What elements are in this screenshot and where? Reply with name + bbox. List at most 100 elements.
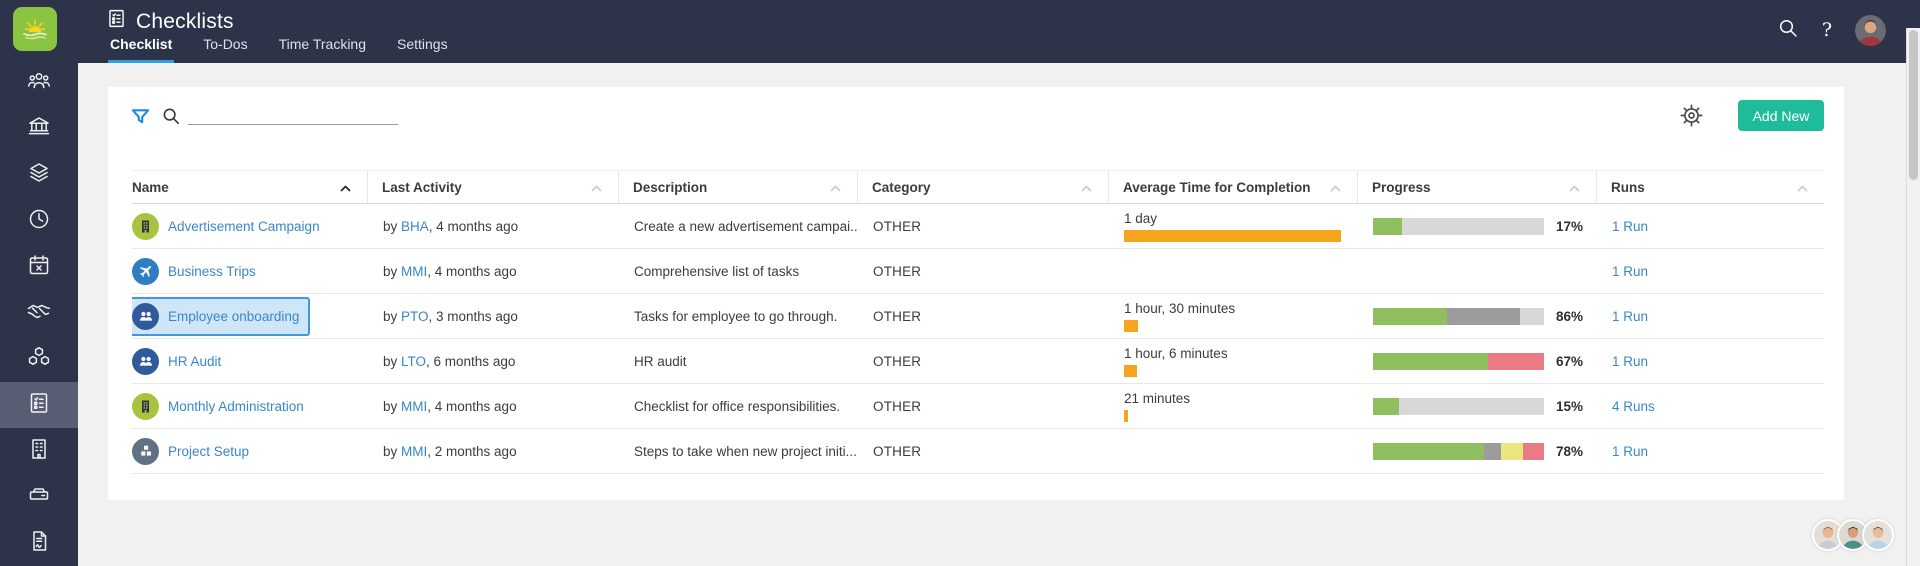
avg-time-cell [1108, 429, 1357, 436]
sidebar-item-handshake[interactable] [0, 290, 78, 336]
progress-bar [1373, 397, 1544, 415]
runs-link[interactable]: 1 Run [1612, 263, 1649, 279]
sidebar-item-document-signature[interactable] [0, 520, 78, 566]
progress-segment [1398, 397, 1544, 415]
author-link[interactable]: BHA [401, 218, 429, 234]
progress-segment [1487, 352, 1544, 370]
tab-time-tracking[interactable]: Time Tracking [278, 36, 366, 52]
sort-caret-icon[interactable] [1081, 180, 1092, 195]
sidebar-item-bank[interactable] [0, 106, 78, 152]
checklist-name-link[interactable]: Monthly Administration [168, 398, 304, 414]
last-activity-cell: by MMI, 2 months ago [367, 444, 618, 459]
sort-caret-icon[interactable] [591, 180, 602, 195]
people-icon [132, 347, 159, 375]
search-icon[interactable] [1777, 17, 1799, 44]
progress-bar [1373, 307, 1544, 325]
sort-caret-icon[interactable] [1797, 180, 1808, 195]
tab-to-dos[interactable]: To-Dos [203, 36, 248, 52]
scrollbar-thumb[interactable] [1909, 30, 1918, 180]
name-box[interactable]: Business Trips [132, 252, 267, 291]
runs-link[interactable]: 1 Run [1612, 308, 1649, 324]
column-header-description[interactable]: Description [618, 171, 857, 203]
avg-time-cell: 21 minutes [1108, 384, 1357, 422]
column-header-last-activity[interactable]: Last Activity [367, 171, 618, 203]
name-box[interactable]: Advertisement Campaign [132, 207, 331, 246]
avg-time-cell [1108, 249, 1357, 256]
name-box[interactable]: Monthly Administration [132, 387, 315, 426]
sidebar-item-building[interactable] [0, 428, 78, 474]
gear-icon[interactable] [1679, 103, 1704, 133]
avatar-man-teal[interactable] [1837, 519, 1869, 551]
author-link[interactable]: MMI [401, 443, 428, 459]
progress-segment [1520, 307, 1544, 325]
description-cell: Steps to take when new project initi... [634, 443, 857, 459]
filter-funnel-icon[interactable] [130, 106, 151, 132]
sidebar-item-layers[interactable] [0, 152, 78, 198]
tab-settings[interactable]: Settings [397, 36, 448, 52]
sidebar-item-cubes[interactable] [0, 336, 78, 382]
sidebar-item-storage-drive[interactable] [0, 474, 78, 520]
user-avatar[interactable] [1855, 14, 1886, 46]
runs-link[interactable]: 1 Run [1612, 353, 1649, 369]
content-card: Add New Name Last Activity Description Cate… [108, 87, 1844, 500]
column-header-runs[interactable]: Runs [1596, 171, 1824, 203]
building-solid-icon [132, 392, 159, 420]
runs-link[interactable]: 1 Run [1612, 218, 1649, 234]
app-logo-sunrise-icon[interactable] [13, 7, 57, 51]
checklist-name-link[interactable]: Advertisement Campaign [168, 218, 320, 234]
column-header-average-time-for-completion[interactable]: Average Time for Completion [1108, 171, 1357, 203]
progress-segment [1373, 217, 1403, 235]
avatar-man-beard[interactable] [1812, 519, 1844, 551]
layers-icon [27, 161, 51, 190]
building-solid-icon [132, 212, 159, 240]
column-header-category[interactable]: Category [857, 171, 1108, 203]
page-scrollbar[interactable] [1906, 28, 1920, 566]
table-search-icon[interactable] [161, 106, 181, 131]
selected-name-box[interactable]: Employee onboarding [132, 296, 311, 336]
sidebar-item-clock[interactable] [0, 198, 78, 244]
sort-caret-icon[interactable] [830, 180, 841, 195]
name-box[interactable]: HR Audit [132, 342, 232, 381]
sidebar-item-users-group[interactable] [0, 60, 78, 106]
avg-time-label: 1 day [1124, 211, 1158, 226]
runs-cell: 1 Run [1596, 354, 1824, 369]
activity-prefix: by [383, 263, 402, 279]
sort-caret-icon[interactable] [1330, 180, 1341, 195]
column-header-progress[interactable]: Progress [1357, 171, 1596, 203]
column-label: Category [872, 179, 931, 195]
sort-caret-icon[interactable] [340, 180, 351, 195]
add-new-button[interactable]: Add New [1738, 100, 1824, 131]
sort-caret-icon[interactable] [1569, 180, 1580, 195]
sidebar-item-calendar-x[interactable] [0, 244, 78, 290]
checklist-name-link[interactable]: Employee onboarding [168, 308, 300, 324]
checklists-table: Name Last Activity Description Category Aver… [132, 170, 1824, 474]
progress-percent: 15% [1556, 398, 1584, 414]
name-cell: Business Trips [132, 252, 367, 291]
online-users-avatars [1812, 519, 1894, 551]
checklist-name-link[interactable]: Business Trips [168, 263, 256, 279]
search-input[interactable] [188, 99, 398, 125]
avg-time-cell: 1 day [1108, 204, 1357, 242]
author-link[interactable]: MMI [401, 398, 428, 414]
name-box[interactable]: Project Setup [132, 432, 260, 471]
progress-percent: 78% [1556, 443, 1584, 459]
column-label: Runs [1611, 179, 1645, 195]
checklist-name-link[interactable]: Project Setup [168, 443, 250, 459]
avg-time-bar [1124, 410, 1128, 422]
avatar-woman[interactable] [1862, 519, 1894, 551]
tab-checklist[interactable]: Checklist [108, 30, 175, 63]
author-link[interactable]: PTO [401, 308, 429, 324]
activity-suffix: , 2 months ago [427, 443, 517, 459]
runs-link[interactable]: 4 Runs [1612, 398, 1655, 414]
last-activity-cell: by MMI, 4 months ago [367, 399, 618, 414]
airplane-icon [132, 257, 159, 285]
runs-link[interactable]: 1 Run [1612, 443, 1649, 459]
sidebar-item-checklist[interactable] [0, 382, 78, 428]
runs-cell: 1 Run [1596, 264, 1824, 279]
column-header-name[interactable]: Name [132, 171, 367, 203]
author-link[interactable]: LTO [401, 353, 427, 369]
author-link[interactable]: MMI [401, 263, 428, 279]
checklist-name-link[interactable]: HR Audit [168, 353, 222, 369]
tabs: Checklist To-Dos Time Tracking Settings [108, 30, 450, 63]
help-icon[interactable]: ? [1821, 19, 1832, 41]
